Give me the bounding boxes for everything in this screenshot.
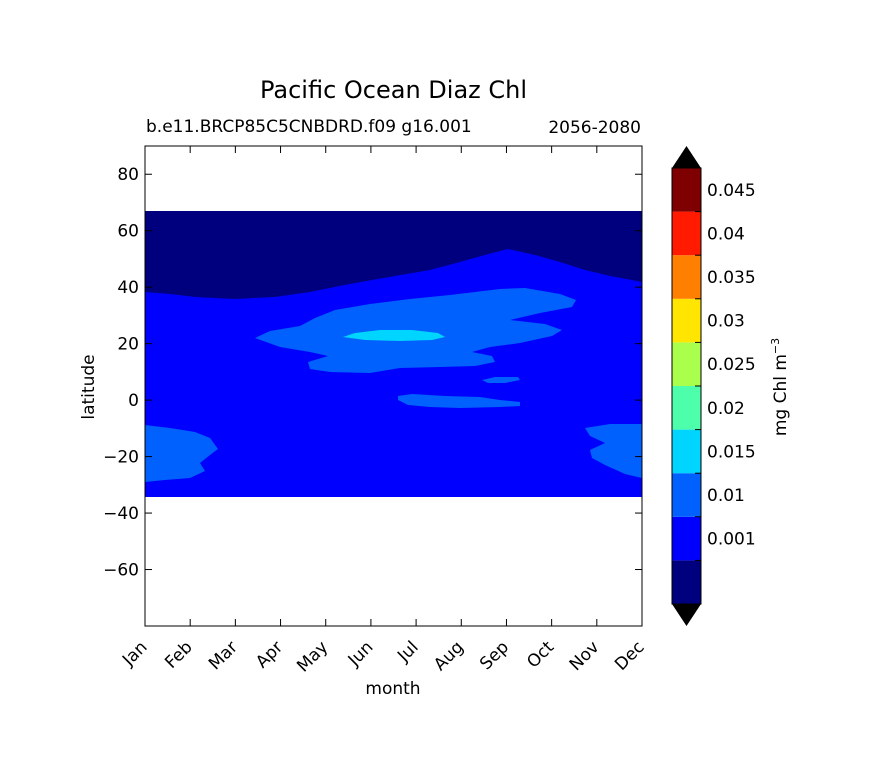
y-tick-label: −20 [103,448,139,468]
colorbar-label: mg Chl m−3 [769,338,791,436]
y-tick-label: −60 [103,561,139,581]
x-tick-label: Aug [430,637,468,675]
contour-level-0.01-0.015-south-left [145,425,218,482]
contour-level-0.01-0.015-eq-small [482,377,520,383]
colorbar-segment [672,211,701,256]
colorbar-segment [672,342,701,386]
y-axis: 80 60 40 20 0 −20 −40 −60 [103,165,642,581]
colorbar-segment [672,168,701,212]
colorbar-extend-max [672,146,701,168]
colorbar-segment [672,429,701,474]
colorbar-tick-label: 0.025 [707,355,756,375]
y-axis-label: latitude [79,354,99,419]
contour-level-0.01-0.015-south-right [585,424,642,478]
chart-title: Pacific Ocean Diaz Chl [259,76,528,104]
x-tick-label: Sep [476,637,513,674]
colorbar-segment [672,473,701,517]
y-tick-label: 0 [128,391,139,411]
y-tick-label: −40 [103,504,139,524]
plot-frame [144,145,643,627]
colorbar-tick-label: 0.001 [707,530,756,550]
x-axis-label: month [365,679,420,699]
contour-level-below-0.001 [145,211,642,299]
x-tick-label: Nov [566,637,604,675]
colorbar-extend-min [672,604,701,626]
x-tick-label: May [293,637,332,676]
x-tick-label: Feb [161,637,196,672]
colorbar-tick-label: 0.015 [707,442,756,462]
chart-subtitle-case: b.e11.BRCP85C5CNBDRD.f09 g16.001 [146,117,472,137]
chart-subtitle-years: 2056-2080 [548,118,641,138]
x-tick-label: Jun [344,637,378,671]
x-tick-label: Jan [118,637,151,670]
colorbar-segment [672,255,701,299]
x-tick-label: Oct [523,637,558,672]
y-tick-label: 40 [117,278,139,298]
colorbar-segment [672,386,701,430]
y-tick-label: 20 [117,335,139,355]
colorbar-segment [672,516,701,561]
x-tick-label: Apr [252,637,287,672]
contour-level-0.015-0.02 [343,330,445,341]
colorbar-segment [672,298,701,343]
y-tick-label: 80 [117,165,139,185]
colorbar-tick-label: 0.04 [707,224,745,244]
contour-fill [145,211,642,497]
colorbar-tick-label: 0.035 [707,268,756,288]
x-tick-label: Jul [393,637,422,666]
colorbar-tick-label: 0.03 [707,312,745,332]
colorbar-segment [672,560,701,604]
x-tick-label: Dec [611,637,648,674]
colorbar: 0.001 0.01 0.015 0.02 0.025 0.03 0.035 0.04 0.04… [671,146,756,626]
y-tick-label: 60 [117,222,139,242]
colorbar-tick-label: 0.045 [707,181,756,201]
colorbar-tick-label: 0.01 [707,486,745,506]
colorbar-tick-label: 0.02 [707,399,745,419]
contour-level-0.01-0.015-eq [398,394,520,408]
x-tick-label: Mar [205,637,242,674]
